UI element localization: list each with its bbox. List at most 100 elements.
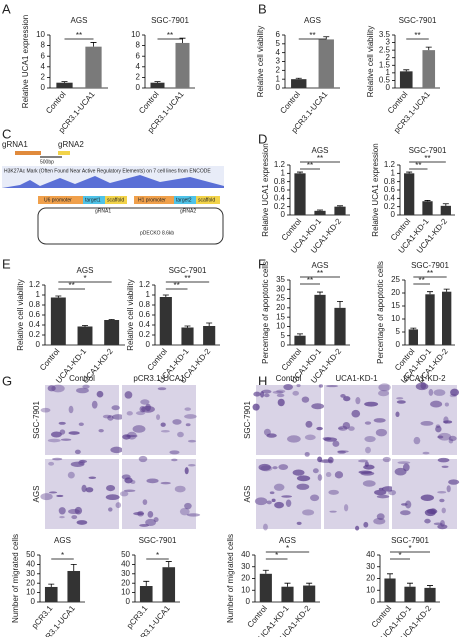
significance-label: ** xyxy=(69,281,75,290)
error-bar xyxy=(165,561,172,568)
cell-stain xyxy=(437,457,450,463)
panel-letter: H xyxy=(258,373,267,388)
cell-stain xyxy=(395,411,400,418)
cell-stain xyxy=(317,474,323,481)
cell-stain xyxy=(420,494,435,501)
bar xyxy=(442,291,452,345)
y-tick-label: 40 xyxy=(26,560,35,569)
y-tick-label: 1 xyxy=(281,168,286,177)
cell-stain xyxy=(439,498,445,503)
y-tick-label: 0 xyxy=(246,597,251,606)
cell-stain xyxy=(106,484,116,492)
cell-stain xyxy=(444,402,449,407)
panel-letter: D xyxy=(258,131,267,146)
cell-stain xyxy=(67,471,75,479)
y-tick-label: 50 xyxy=(26,550,35,559)
y-tick-label: 0 xyxy=(36,340,41,349)
diagram-c: gRNA1 gRNA2 500bp H3K27Ac Mark (Often Fo… xyxy=(2,140,224,245)
cell-stain xyxy=(96,390,104,398)
cell-stain xyxy=(305,420,313,428)
y-tick-label: 0.6 xyxy=(384,185,396,194)
cell-stain xyxy=(278,464,289,470)
y-tick-label: 8 xyxy=(136,41,141,50)
y-tick-label: 0 xyxy=(146,340,151,349)
micrograph xyxy=(392,385,457,455)
error-bar xyxy=(427,291,433,295)
cell-stain xyxy=(266,433,277,438)
cell-stain xyxy=(56,494,64,498)
cell-stain xyxy=(254,497,268,506)
image-column-label: pCR3.1-UCA1 xyxy=(133,374,185,383)
cell-stain xyxy=(363,464,375,470)
cell-stain xyxy=(364,435,376,443)
panel-letter: A xyxy=(2,1,11,16)
bar xyxy=(67,570,81,602)
plasmid-outline xyxy=(37,207,224,245)
significance-label: ** xyxy=(424,154,430,163)
cell-stain xyxy=(420,382,427,390)
y-tick-label: 0 xyxy=(386,83,391,92)
y-tick-label: 4 xyxy=(276,48,281,57)
significance-label: ** xyxy=(167,31,173,40)
cell-stain xyxy=(338,425,348,431)
cell-stain xyxy=(344,504,349,512)
y-tick-label: 0.8 xyxy=(29,300,41,309)
error-bar xyxy=(108,319,115,320)
y-tick-label: 0 xyxy=(31,597,36,606)
target1-label: target1 xyxy=(85,197,101,203)
y-tick-label: 30 xyxy=(26,569,35,578)
y-tick-label: 8 xyxy=(41,41,46,50)
cell-stain xyxy=(322,436,332,441)
y-axis-label: Relative cell viability xyxy=(16,279,25,351)
cell-stain xyxy=(443,420,453,424)
y-tick-label: 20 xyxy=(241,574,250,583)
y-tick-label: 1.2 xyxy=(384,160,396,169)
bar xyxy=(175,42,190,88)
cell-stain xyxy=(441,465,449,468)
cell-stain xyxy=(276,393,285,398)
y-tick-label: 15 xyxy=(276,312,285,321)
cell-stain xyxy=(402,463,410,472)
cell-stain xyxy=(400,510,411,516)
cell-stain xyxy=(186,513,201,517)
cell-stain xyxy=(58,421,66,425)
cell-stain xyxy=(40,493,53,501)
cell-stain xyxy=(160,429,170,433)
cell-stain xyxy=(312,468,319,474)
chart-title: AGS xyxy=(77,266,94,275)
cell-stain xyxy=(146,478,159,484)
cell-stain xyxy=(326,384,339,388)
y-axis-label: Number of migrated cells xyxy=(11,534,20,623)
y-tick-label: 0.6 xyxy=(274,185,286,194)
error-bar xyxy=(295,77,302,80)
significance-label: ** xyxy=(184,274,190,283)
cell-stain xyxy=(318,384,324,388)
cell-stain xyxy=(334,471,344,479)
cell-stain xyxy=(133,512,145,516)
scaffold1-box xyxy=(105,196,127,204)
error-bar xyxy=(425,46,432,51)
h1-label: H1 promoter xyxy=(138,197,166,203)
cell-stain xyxy=(377,390,390,397)
y-tick-label: 30 xyxy=(121,569,130,578)
cell-stain xyxy=(79,459,88,464)
y-axis-label: Relative cell viability xyxy=(366,26,375,98)
image-row-label: AGS xyxy=(32,486,41,503)
bar xyxy=(384,578,396,602)
y-tick-label: 40 xyxy=(241,550,250,559)
cell-stain xyxy=(329,510,337,513)
cell-stain xyxy=(378,383,391,392)
cell-stain xyxy=(296,475,311,482)
cell-stain xyxy=(271,498,276,503)
cell-stain xyxy=(327,456,334,464)
micrograph xyxy=(256,459,321,529)
cell-stain xyxy=(355,525,360,531)
bar xyxy=(294,173,306,215)
cell-stain xyxy=(47,438,61,443)
cell-stain xyxy=(258,463,271,471)
cell-stain xyxy=(376,494,390,499)
scaffold2-label: scaffold xyxy=(198,197,215,203)
cell-stain xyxy=(68,431,80,435)
cell-stain xyxy=(184,467,189,475)
y-tick-label: 0 xyxy=(281,340,286,349)
